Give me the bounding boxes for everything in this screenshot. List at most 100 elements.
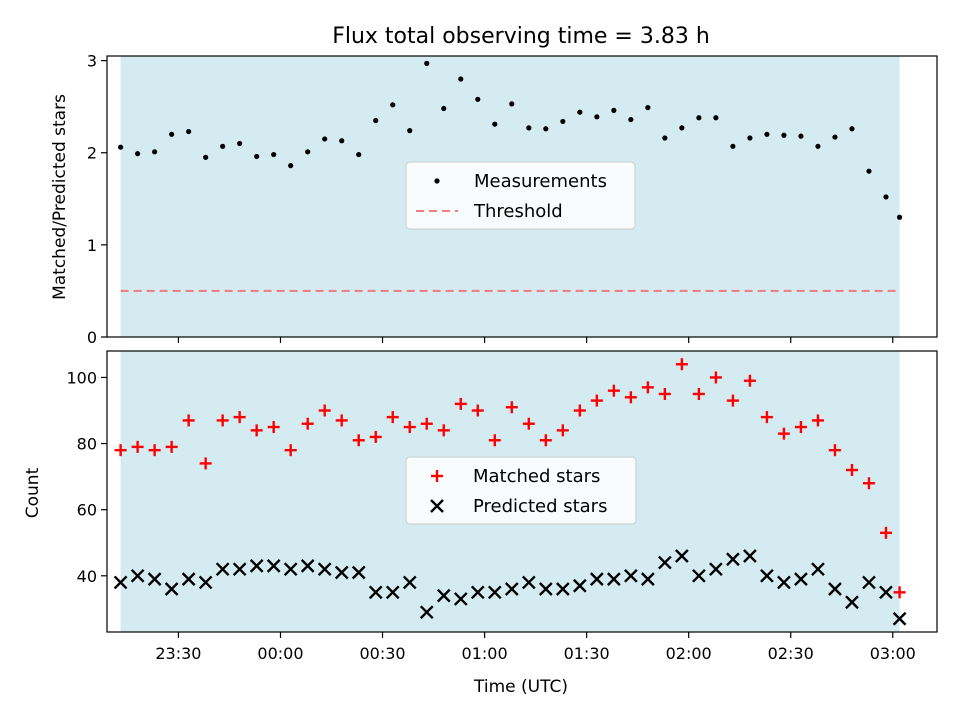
- matched-stars-point: [216, 414, 229, 427]
- matched-stars-point: [539, 434, 552, 447]
- predicted-stars-point: [249, 559, 264, 573]
- predicted-stars-point: [572, 578, 587, 593]
- measurement-point: [373, 117, 379, 124]
- measurement-point: [509, 101, 515, 107]
- predicted-stars-point: [198, 575, 213, 590]
- top-y-tick-label: 3: [87, 52, 97, 71]
- matched-stars-point: [811, 414, 824, 427]
- measurement-point: [764, 131, 770, 137]
- matched-stars-point: [182, 414, 195, 427]
- x-tick-label: 01:30: [564, 644, 610, 663]
- predicted-stars-point: [624, 568, 638, 583]
- measurement-point: [356, 151, 362, 158]
- bottom-y-tick-label: 40: [77, 567, 97, 586]
- legend-predicted-label: Predicted stars: [473, 496, 607, 517]
- matched-stars-point: [522, 417, 535, 430]
- matched-stars-point: [777, 427, 790, 440]
- matched-stars-point: [607, 384, 620, 397]
- predicted-stars-point: [113, 575, 128, 590]
- predicted-stars-point: [419, 605, 434, 620]
- predicted-stars-point: [521, 575, 536, 590]
- measurement-point: [577, 109, 583, 115]
- measurement-point: [849, 126, 855, 132]
- measurement-point: [730, 143, 736, 149]
- matched-stars-point: [794, 421, 807, 434]
- predicted-stars-point: [794, 572, 808, 586]
- measurement-point: [186, 128, 192, 135]
- measurement-point: [628, 116, 634, 123]
- predicted-stars-point: [845, 595, 859, 610]
- matched-stars-point: [862, 477, 875, 490]
- measurement-point: [475, 96, 481, 102]
- matched-stars-point: [335, 414, 348, 427]
- measurement-point: [679, 125, 685, 131]
- predicted-stars-point: [811, 562, 825, 577]
- measurement-point: [896, 214, 903, 220]
- matched-stars-point: [301, 417, 314, 430]
- x-tick-label: 03:00: [870, 644, 916, 663]
- legend-measurement-marker: [434, 178, 440, 184]
- predicted-stars-point: [641, 572, 655, 586]
- predicted-stars-point: [658, 555, 672, 570]
- matched-stars-point: [199, 457, 212, 470]
- matched-stars-point: [760, 411, 773, 424]
- matched-stars-point: [641, 381, 654, 394]
- bottom-legend-box: [405, 456, 637, 525]
- matched-stars-point: [828, 444, 841, 457]
- top-legend-box: [405, 161, 636, 230]
- legend-threshold-label: Threshold: [473, 201, 563, 222]
- matched-stars-point: [437, 424, 450, 437]
- predicted-stars-point: [436, 588, 451, 603]
- bottom-axes-frame: [106, 350, 938, 633]
- predicted-stars-point: [777, 575, 791, 590]
- predicted-stars-point: [504, 582, 519, 596]
- x-tick-label: 02:30: [768, 644, 814, 663]
- bottom-y-tick-label: 80: [77, 435, 97, 454]
- measurement-point: [781, 132, 787, 138]
- top-legend: Measurements Threshold: [405, 161, 636, 230]
- predicted-stars-point: [538, 582, 553, 596]
- measurement-point: [288, 163, 294, 169]
- measurement-point: [203, 154, 209, 160]
- measurement-point: [237, 140, 243, 147]
- predicted-stars-point: [351, 565, 366, 580]
- legend-matched-marker: [431, 470, 443, 482]
- measurement-point: [271, 151, 277, 158]
- predicted-stars-point: [589, 572, 604, 586]
- matched-stars-point: [573, 404, 586, 417]
- predicted-stars-point: [453, 592, 468, 606]
- measurement-point: [390, 102, 396, 108]
- measurement-point: [526, 125, 532, 131]
- measurement-point: [611, 107, 617, 113]
- matched-stars-point: [386, 411, 399, 424]
- measurement-point: [169, 131, 175, 137]
- measurement-point: [747, 135, 753, 141]
- matched-stars-point: [267, 421, 280, 434]
- top-axes-frame: [106, 55, 938, 338]
- predicted-stars-point: [470, 585, 485, 600]
- bottom-y-tick-label: 100: [66, 368, 97, 387]
- predicted-stars-point: [606, 572, 621, 586]
- matched-stars-point: [471, 404, 484, 417]
- predicted-stars-point: [692, 568, 706, 583]
- predicted-stars-point: [760, 568, 774, 583]
- matched-stars-point: [505, 401, 518, 414]
- matched-stars-point: [131, 440, 144, 453]
- matched-stars-point: [284, 444, 297, 457]
- matched-stars-point: [250, 424, 263, 437]
- legend-predicted-marker: [430, 499, 444, 513]
- matched-stars-point: [318, 404, 331, 417]
- predicted-stars-point: [892, 611, 907, 626]
- matched-stars-point: [692, 387, 705, 400]
- matched-stars-point: [743, 374, 756, 387]
- measurement-point: [220, 143, 226, 149]
- matched-stars-point: [590, 394, 603, 407]
- predicted-stars-point: [266, 559, 281, 573]
- matched-stars-point: [488, 434, 501, 447]
- measurement-point: [458, 76, 464, 82]
- matched-stars-point: [675, 358, 688, 371]
- matched-stars-point: [352, 434, 365, 447]
- predicted-stars-point: [147, 572, 162, 586]
